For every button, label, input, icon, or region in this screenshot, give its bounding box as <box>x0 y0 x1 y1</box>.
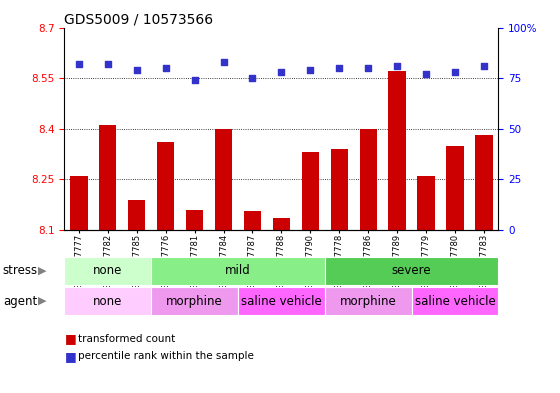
Bar <box>417 176 435 230</box>
Bar <box>186 209 203 230</box>
Text: percentile rank within the sample: percentile rank within the sample <box>78 351 254 362</box>
Bar <box>215 129 232 230</box>
Bar <box>325 287 412 315</box>
Bar <box>389 72 406 230</box>
Text: ▶: ▶ <box>38 296 46 306</box>
Text: morphine: morphine <box>340 294 396 308</box>
Bar <box>244 211 261 230</box>
Bar <box>70 176 87 230</box>
Point <box>422 71 431 77</box>
Bar <box>325 257 498 285</box>
Bar <box>99 125 116 230</box>
Point <box>248 75 257 81</box>
Bar <box>238 287 325 315</box>
Text: transformed count: transformed count <box>78 334 176 344</box>
Point <box>277 69 286 75</box>
Text: stress: stress <box>3 264 38 277</box>
Bar <box>128 200 146 230</box>
Bar <box>475 136 493 230</box>
Point <box>450 69 459 75</box>
Text: agent: agent <box>3 294 37 308</box>
Text: morphine: morphine <box>166 294 223 308</box>
Point <box>479 63 488 69</box>
Bar <box>64 287 151 315</box>
Text: ■: ■ <box>64 332 76 345</box>
Point <box>364 65 373 71</box>
Text: none: none <box>93 264 123 277</box>
Bar <box>157 142 174 230</box>
Point <box>306 67 315 73</box>
Point <box>103 61 112 67</box>
Point <box>219 59 228 65</box>
Point <box>335 65 344 71</box>
Point <box>74 61 83 67</box>
Bar <box>151 257 325 285</box>
Bar <box>273 218 290 230</box>
Text: ▶: ▶ <box>38 266 46 276</box>
Bar <box>64 257 151 285</box>
Text: none: none <box>93 294 123 308</box>
Point <box>132 67 141 73</box>
Text: mild: mild <box>225 264 251 277</box>
Bar <box>330 149 348 230</box>
Text: saline vehicle: saline vehicle <box>414 294 496 308</box>
Bar <box>302 152 319 230</box>
Point <box>190 77 199 83</box>
Text: ■: ■ <box>64 350 76 363</box>
Text: severe: severe <box>392 264 431 277</box>
Point <box>393 63 402 69</box>
Point <box>161 65 170 71</box>
Bar <box>151 287 238 315</box>
Bar <box>446 145 464 230</box>
Bar <box>360 129 377 230</box>
Text: saline vehicle: saline vehicle <box>241 294 322 308</box>
Bar <box>412 287 498 315</box>
Text: GDS5009 / 10573566: GDS5009 / 10573566 <box>64 12 213 26</box>
